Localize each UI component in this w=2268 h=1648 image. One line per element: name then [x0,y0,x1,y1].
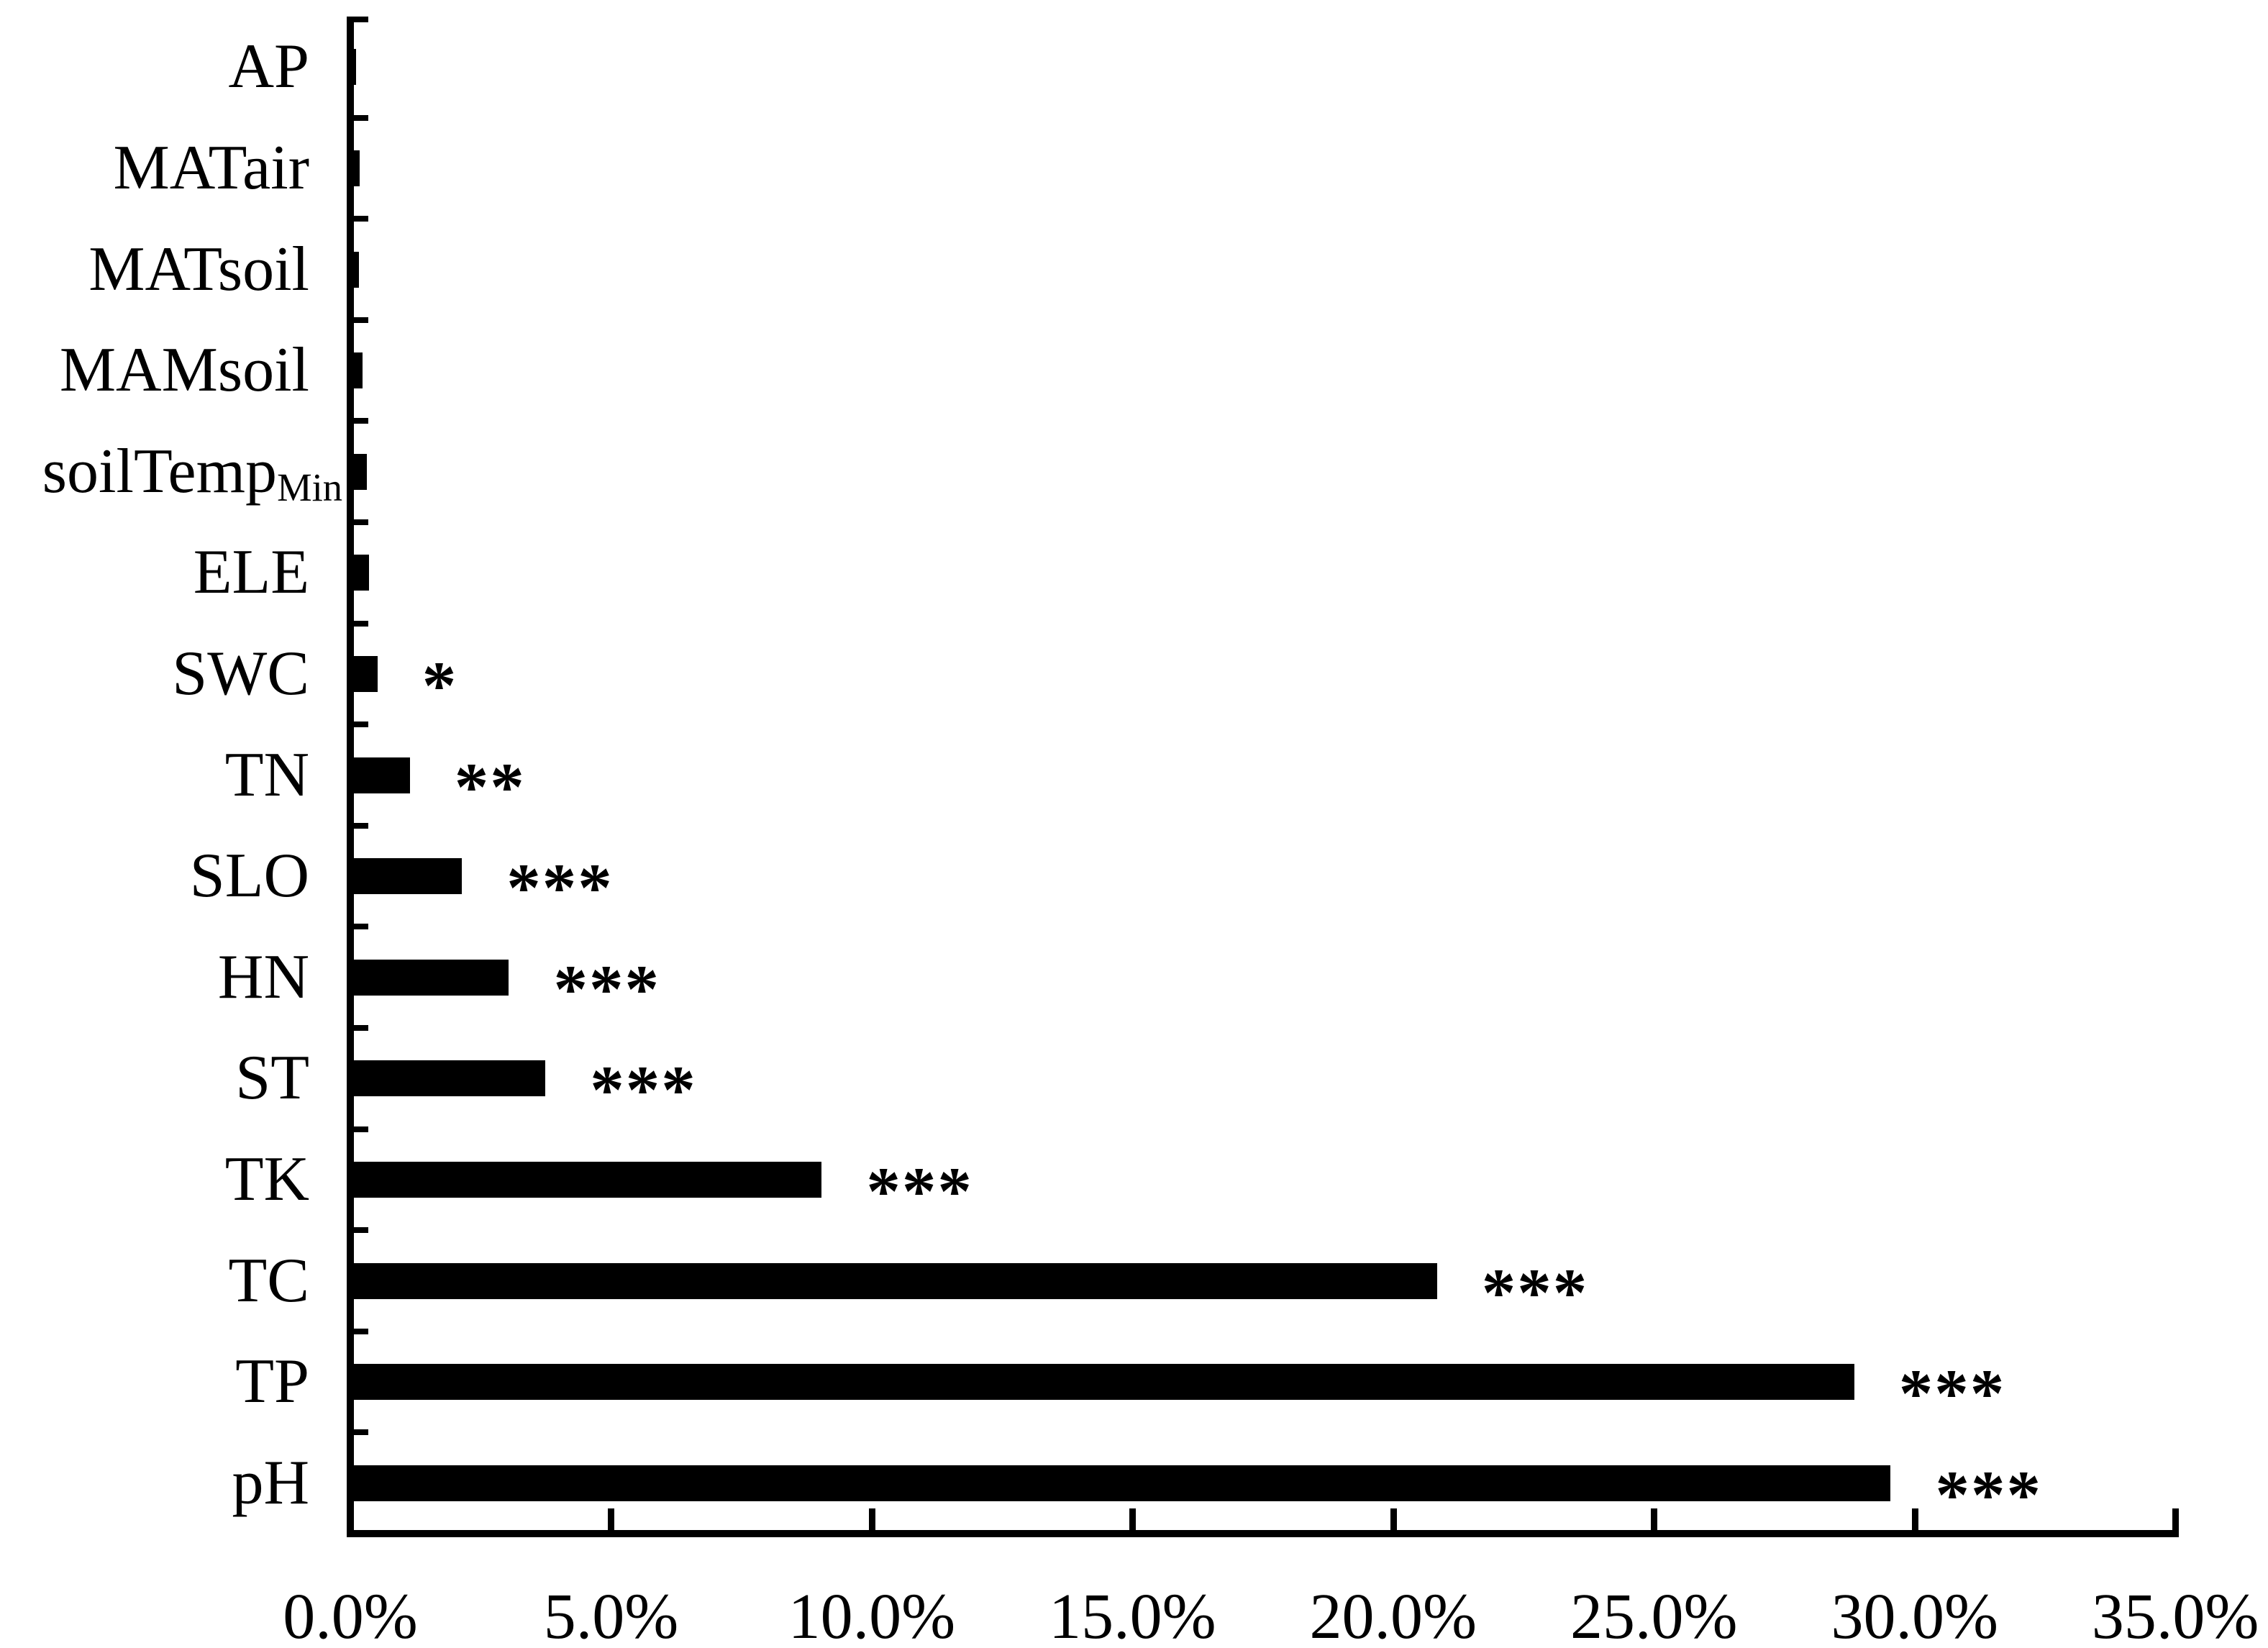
significance-stars: *** [866,1152,973,1229]
y-axis-line [347,17,354,1537]
bar [352,858,463,895]
y-axis-category-label: MAMsoil [0,320,309,421]
y-axis-tick [347,317,368,323]
y-axis-category-label: TK [0,1129,309,1230]
bar [352,453,368,490]
x-axis-tick-label: 5.0% [543,1581,679,1648]
category-label-text: TK [224,1144,309,1214]
x-axis-tick [1129,1508,1137,1530]
x-axis-tick [1911,1508,1918,1530]
bar [352,1465,1891,1501]
category-label-text: MATair [113,132,309,203]
y-axis-tick [347,1429,368,1436]
significance-stars: * [422,647,458,724]
significance-stars: ** [454,748,526,825]
y-axis-tick [347,17,368,22]
y-axis-category-label: TC [0,1231,309,1331]
y-axis-tick [347,519,368,525]
significance-stars: *** [553,950,660,1027]
x-axis-tick-label: 10.0% [788,1581,956,1648]
category-label-text: AP [228,32,310,102]
bar [352,555,370,591]
y-axis-tick [347,418,368,424]
bar [352,655,378,692]
category-label-text: ELE [193,537,309,608]
x-axis-tick-label: 20.0% [1309,1581,1477,1648]
significance-stars: *** [1898,1355,2006,1432]
category-label-text: ST [235,1043,309,1114]
x-axis-line [347,1530,2179,1537]
bar [352,959,509,996]
category-label-text: SWC [172,638,309,709]
significance-stars: *** [590,1052,697,1129]
category-label-text: SLO [189,841,309,911]
x-axis-tick-label: 30.0% [1831,1581,1998,1648]
y-axis-tick [347,1126,368,1132]
x-axis-tick-label: 25.0% [1570,1581,1738,1648]
bar [352,150,360,186]
bar [352,352,363,389]
y-axis-category-label: HN [0,927,309,1028]
y-axis-category-label: MATsoil [0,219,309,320]
y-axis-tick [347,620,368,627]
bar [352,1060,546,1097]
y-axis-category-label: AP [0,17,310,117]
category-label-text: HN [217,942,309,1012]
category-label-text: TP [235,1347,309,1417]
x-axis-tick [608,1508,615,1530]
category-label-text: MAMsoil [59,335,309,406]
category-label-subscript: Min [277,465,342,509]
x-axis-tick-label: 0.0% [283,1581,418,1648]
bar [352,1364,1854,1401]
bar [352,49,357,86]
category-label-text: MATsoil [88,234,309,304]
y-axis-category-label: soilTempMin [33,422,342,522]
bar [352,757,410,793]
category-label-text: TC [228,1245,309,1316]
y-axis-tick [347,924,368,930]
bar [352,1161,822,1198]
y-axis-tick [347,216,368,222]
significance-stars: *** [1935,1456,2042,1533]
x-axis-tick-label: 35.0% [2091,1581,2259,1648]
significance-stars: *** [506,850,614,927]
y-axis-tick [347,1227,368,1234]
x-axis-tick [1651,1508,1658,1530]
x-axis-tick [2172,1508,2180,1530]
y-axis-category-label: MATair [0,118,309,219]
x-axis-tick [1390,1508,1397,1530]
y-axis-category-label: SLO [0,826,309,927]
y-axis-category-label: TN [0,725,309,826]
bar [352,1262,1437,1299]
y-axis-category-label: pH [0,1433,309,1534]
bar [352,251,360,288]
category-label-text: soilTemp [42,436,278,506]
x-axis-tick-label: 15.0% [1049,1581,1216,1648]
y-axis-tick [347,114,368,121]
category-label-text: TN [224,739,309,810]
significance-stars: *** [1481,1254,1589,1331]
y-axis-tick [347,721,368,728]
y-axis-tick [347,822,368,829]
y-axis-tick [347,1025,368,1031]
category-label-text: pH [232,1447,309,1518]
y-axis-tick [347,1328,368,1334]
y-axis-category-label: ST [0,1028,309,1129]
x-axis-tick [868,1508,875,1530]
y-axis-category-label: TP [0,1331,309,1432]
y-axis-category-label: ELE [0,522,309,623]
y-axis-category-label: SWC [0,624,309,724]
